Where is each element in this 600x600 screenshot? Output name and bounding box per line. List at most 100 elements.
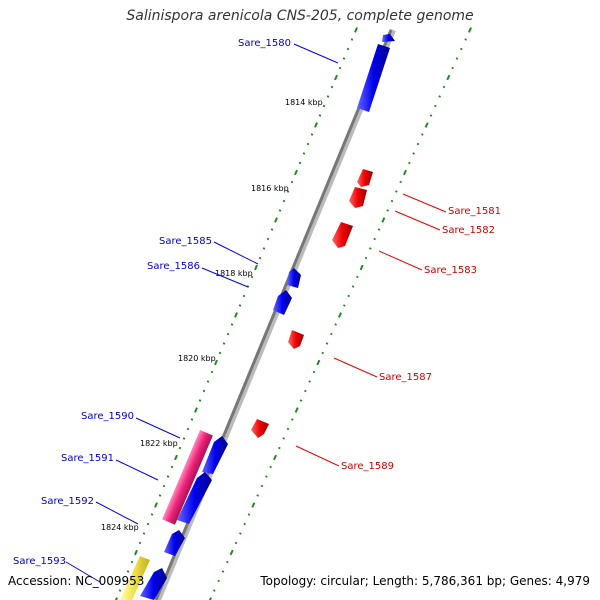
minor-tick: [182, 437, 186, 440]
minor-tick: [130, 560, 134, 564]
minor-tick: [150, 513, 154, 516]
gene-label-sare-1582[interactable]: Sare_1582: [442, 225, 495, 236]
minor-tick: [269, 465, 272, 469]
gene-sare-1583-arrow[interactable]: [332, 222, 353, 248]
kbp-label-1818: 1818 kbp: [215, 269, 253, 278]
minor-tick: [118, 589, 122, 592]
gene-sare-1590-rna[interactable]: [162, 430, 213, 525]
gene-sare-1586-arrow[interactable]: [273, 290, 292, 315]
gene-sare-1593-feature[interactable]: [120, 556, 150, 600]
map-title: Salinispora arenicola CNS-205, complete …: [126, 8, 474, 24]
minor-tick: [416, 142, 420, 146]
minor-tick: [250, 275, 254, 279]
minor-tick: [429, 114, 433, 117]
minor-tick: [142, 532, 146, 535]
major-tick: [468, 27, 472, 33]
major-tick: [229, 549, 234, 556]
gene-label-sare-1593[interactable]: Sare_1593: [13, 556, 66, 567]
gene-sare-1587-arrow[interactable]: [288, 330, 304, 349]
minor-tick: [234, 541, 238, 545]
gene-label-sare-1590[interactable]: Sare_1590: [81, 411, 134, 422]
gene-sare-1582-arrow[interactable]: [349, 187, 367, 208]
gene-sare-1581-arrow[interactable]: [357, 169, 373, 187]
gene-label-sare-1589[interactable]: Sare_1589: [341, 461, 394, 472]
minor-tick: [221, 570, 225, 573]
minor-tick: [356, 275, 359, 279]
major-tick: [214, 359, 218, 366]
minor-tick: [178, 446, 182, 450]
gene-label-sare-1591[interactable]: Sare_1591: [61, 453, 114, 464]
gene-sare-1589-arrow[interactable]: [251, 419, 269, 438]
gene-label-sare-1592[interactable]: Sare_1592: [41, 496, 94, 507]
minor-tick: [330, 332, 333, 336]
minor-tick: [318, 114, 322, 117]
label-leader: [378, 250, 423, 271]
minor-tick: [282, 437, 285, 440]
major-tick: [251, 502, 256, 508]
minor-tick: [408, 161, 411, 165]
minor-tick: [247, 513, 251, 516]
minor-tick: [434, 104, 437, 108]
minor-tick: [369, 247, 372, 250]
major-tick: [334, 74, 338, 81]
minor-tick: [213, 589, 216, 592]
gene-sare-1593-arrow[interactable]: [140, 568, 167, 600]
minor-tick: [343, 304, 346, 307]
minor-tick: [239, 532, 242, 535]
minor-tick: [258, 256, 262, 260]
minor-tick: [242, 294, 246, 298]
minor-tick: [330, 85, 334, 89]
minor-tick: [265, 475, 268, 478]
major-tick: [316, 359, 321, 366]
minor-tick: [455, 57, 459, 60]
gene-label-sare-1586[interactable]: Sare_1586: [147, 261, 200, 272]
minor-tick: [166, 475, 170, 478]
minor-tick: [373, 237, 376, 241]
major-tick: [114, 597, 118, 600]
major-tick: [403, 169, 407, 176]
minor-tick: [338, 66, 342, 70]
gene-label-sare-1580[interactable]: Sare_1580: [238, 38, 291, 49]
gene-sare-1585-arrow[interactable]: [287, 268, 301, 288]
accession-label: Accession: NC_009953: [8, 574, 145, 588]
major-tick: [194, 407, 198, 413]
minor-tick: [464, 38, 467, 41]
gene-label-sare-1581[interactable]: Sare_1581: [448, 206, 501, 217]
gene-sare-1591-arrow[interactable]: [177, 472, 212, 524]
minor-tick: [210, 370, 214, 374]
minor-tick: [138, 541, 142, 545]
kbp-label-1822: 1822 kbp: [140, 439, 178, 448]
minor-tick: [451, 66, 454, 70]
minor-tick: [218, 351, 222, 355]
label-leader: [295, 445, 340, 467]
label-leader: [95, 501, 139, 525]
gene-label-sare-1585[interactable]: Sare_1585: [159, 236, 212, 247]
minor-tick: [346, 47, 350, 51]
minor-tick: [260, 484, 264, 488]
gene-sare-1580-arrow[interactable]: [357, 44, 390, 112]
minor-tick: [347, 294, 350, 298]
minor-tick: [202, 389, 206, 393]
minor-tick: [302, 152, 306, 155]
major-tick: [273, 454, 277, 461]
minor-tick: [334, 323, 337, 326]
minor-tick: [206, 380, 210, 383]
label-leader: [135, 417, 181, 439]
minor-tick: [198, 399, 202, 402]
minor-tick: [226, 332, 230, 336]
label-leader: [333, 357, 378, 378]
major-tick: [338, 312, 342, 318]
gene-sare-1591a-arrow[interactable]: [202, 436, 228, 474]
gene-sare-1580b-arrow[interactable]: [382, 34, 395, 42]
minor-tick: [230, 323, 234, 326]
gene-label-sare-1583[interactable]: Sare_1583: [424, 265, 477, 276]
gene-sare-1592-arrow[interactable]: [164, 530, 185, 556]
minor-tick: [460, 47, 463, 51]
minor-tick: [412, 152, 415, 155]
kbp-label-1824: 1824 kbp: [101, 523, 139, 532]
gene-label-sare-1587[interactable]: Sare_1587: [379, 372, 432, 383]
label-leader: [115, 459, 159, 481]
minor-tick: [286, 427, 290, 431]
minor-tick: [304, 389, 307, 393]
major-tick: [154, 502, 158, 508]
